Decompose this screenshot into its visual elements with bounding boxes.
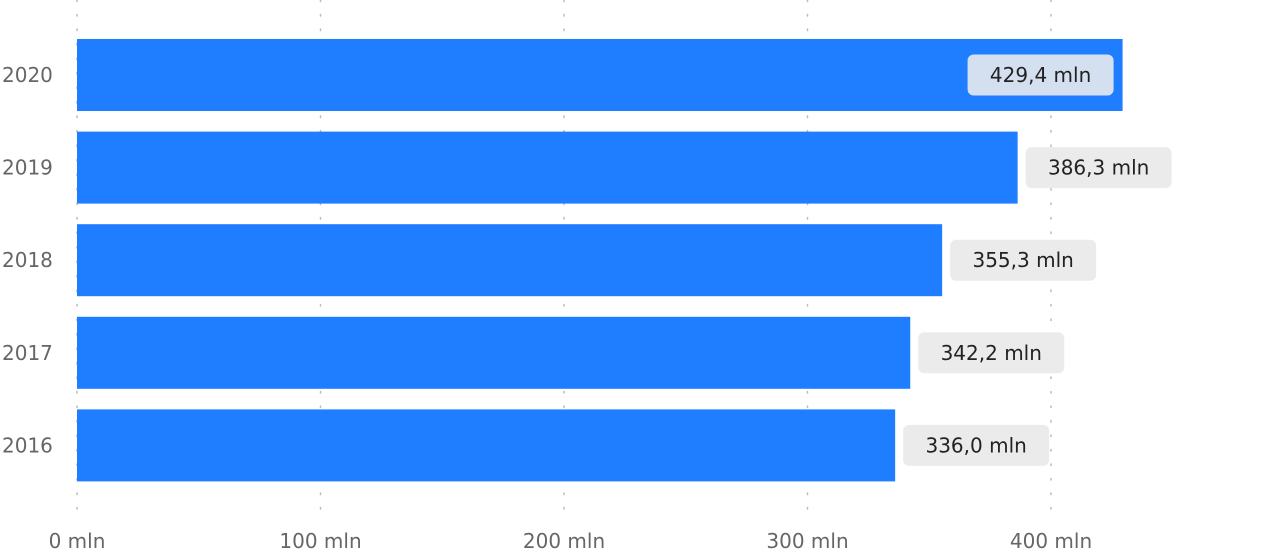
bar-2017 [77,316,911,389]
bar-2016 [77,409,896,482]
data-label: 342,2 mln [941,341,1042,365]
x-tick-label: 100 mln [279,529,361,553]
x-tick-label: 200 mln [523,529,605,553]
y-tick-label: 2017 [2,341,53,365]
data-label: 355,3 mln [972,248,1073,272]
bar-2018 [77,224,943,297]
x-tick-label: 400 mln [1010,529,1092,553]
x-axis: 0 mln 100 mln 200 mln 300 mln 400 mln [49,529,1093,553]
y-tick-label: 2018 [2,248,53,272]
data-label-box [967,54,1114,96]
y-tick-label: 2020 [2,63,53,87]
bars [77,39,1123,482]
data-label: 336,0 mln [925,433,1026,457]
bar-2020 [77,39,1123,111]
data-label: 386,3 mln [1048,156,1149,180]
y-tick-label: 2016 [2,433,53,457]
y-axis: 2020 2019 2018 2017 2016 [2,63,53,457]
data-label-box [918,332,1065,374]
data-labels: 429,4 mln 386,3 mln 355,3 mln 342,2 mln 336,… [903,54,1172,466]
y-tick-label: 2019 [2,156,53,180]
x-tick-label: 300 mln [766,529,848,553]
data-label: 429,4 mln [990,63,1091,87]
x-tick-label: 0 mln [49,529,106,553]
bar-2019 [77,131,1018,204]
data-label-box [950,239,1097,281]
data-label-box [1025,147,1172,189]
data-label-box [903,424,1050,466]
